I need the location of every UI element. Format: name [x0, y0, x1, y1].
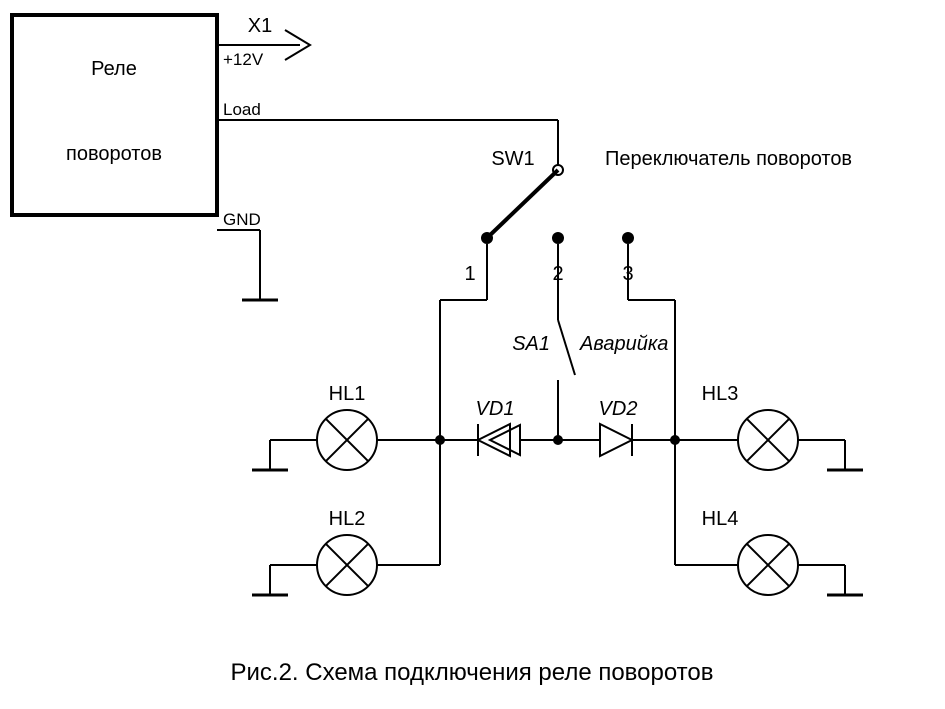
sw1-label: Переключатель поворотов — [605, 148, 852, 170]
sa1-label: Аварийка — [579, 333, 668, 355]
sa1-ref: SA1 — [512, 333, 550, 355]
lamp-hl1 — [270, 410, 440, 470]
x1-label: X1 — [248, 15, 272, 37]
v12-label: +12V — [223, 50, 264, 69]
relay-box — [12, 15, 217, 215]
gnd-label: GND — [223, 210, 261, 229]
sw1-ref: SW1 — [491, 148, 534, 170]
sw-pos1: 1 — [464, 263, 475, 285]
relay-label-1: Реле — [91, 58, 137, 80]
lamp-hl3 — [675, 410, 845, 470]
hl4-label: HL4 — [702, 508, 739, 530]
relay-label-2: поворотов — [66, 143, 162, 165]
hl3-label: HL3 — [702, 383, 739, 405]
lamp-hl4 — [675, 535, 845, 595]
circuit-diagram: Реле поворотов X1 +12V Load SW1 Переключ… — [0, 0, 945, 709]
vd2-label: VD2 — [599, 398, 638, 420]
load-label: Load — [223, 100, 261, 119]
figure-caption: Рис.2. Схема подключения реле поворотов — [230, 659, 713, 686]
lamp-hl2 — [270, 535, 440, 595]
hl2-label: HL2 — [329, 508, 366, 530]
hl1-label: HL1 — [329, 383, 366, 405]
vd1-label: VD1 — [476, 398, 515, 420]
